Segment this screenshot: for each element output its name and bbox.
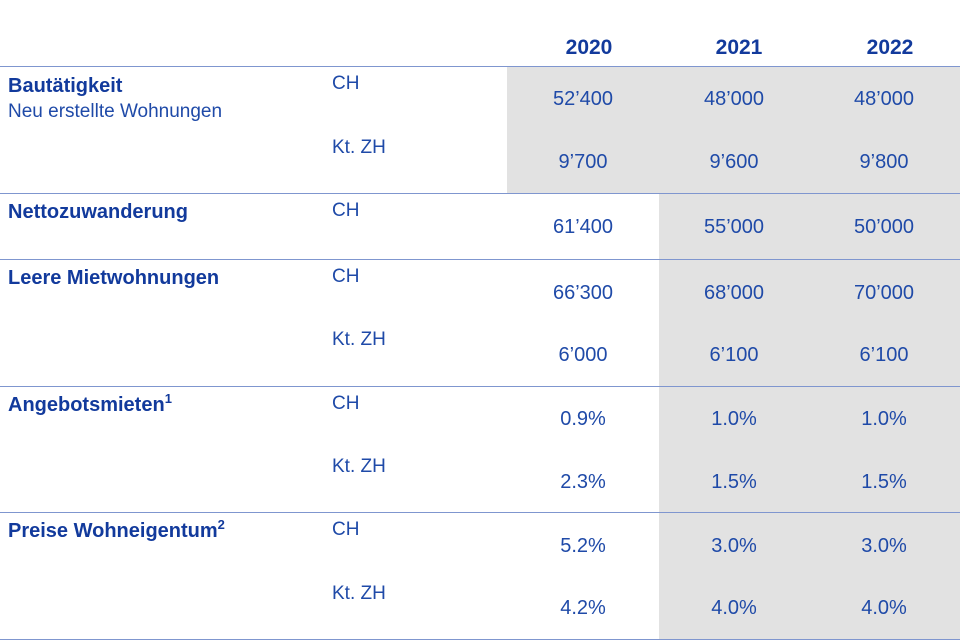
rule-1: [0, 193, 960, 194]
section-title-angebotsmieten: Angebotsmieten1: [8, 391, 172, 416]
value-cell: 61’400: [552, 216, 614, 238]
value-cell: 52’400: [552, 88, 614, 110]
value-cell: 4.2%: [560, 597, 606, 619]
value-cell: 1.0%: [711, 408, 757, 430]
value-cell: 70’000: [853, 282, 915, 304]
footnote-marker: 2: [217, 517, 225, 532]
footnote-marker: 1: [164, 391, 172, 406]
year-header-2022: 2022: [866, 36, 914, 59]
value-cell: 0.9%: [560, 408, 606, 430]
shade-bautaetigkeit: [507, 67, 960, 193]
year-header-2020: 2020: [565, 36, 613, 59]
value-cell: 1.5%: [861, 471, 907, 493]
region-label: Kt. ZH: [332, 137, 386, 158]
value-cell: 9’800: [859, 151, 909, 173]
value-cell: 4.0%: [861, 597, 907, 619]
rule-3: [0, 386, 960, 387]
value-cell: 2.3%: [560, 471, 606, 493]
value-cell: 6’100: [709, 344, 759, 366]
region-label: CH: [332, 73, 360, 94]
value-cell: 3.0%: [861, 535, 907, 557]
value-cell: 1.0%: [861, 408, 907, 430]
region-label: CH: [332, 393, 360, 414]
region-label: CH: [332, 266, 360, 287]
region-label: CH: [332, 200, 360, 221]
value-cell: 1.5%: [711, 471, 757, 493]
rule-header: [0, 66, 960, 67]
year-header-2021: 2021: [715, 36, 763, 59]
value-cell: 9’700: [558, 151, 608, 173]
value-cell: 66’300: [552, 282, 614, 304]
shade-forecast-columns: [659, 193, 960, 640]
rule-4: [0, 512, 960, 513]
section-title-leere-mietwohnungen: Leere Mietwohnungen: [8, 267, 220, 289]
section-title-preise-wohneigentum: Preise Wohneigentum2: [8, 517, 225, 542]
section-title-nettozuwanderung: Nettozuwanderung: [8, 201, 188, 223]
region-label: Kt. ZH: [332, 329, 386, 350]
value-cell: 50’000: [853, 216, 915, 238]
value-cell: 48’000: [703, 88, 765, 110]
region-label: Kt. ZH: [332, 456, 386, 477]
region-label: CH: [332, 519, 360, 540]
value-cell: 4.0%: [711, 597, 757, 619]
value-cell: 3.0%: [711, 535, 757, 557]
region-label: Kt. ZH: [332, 583, 386, 604]
value-cell: 6’000: [558, 344, 608, 366]
value-cell: 6’100: [859, 344, 909, 366]
rule-2: [0, 259, 960, 260]
section-title-bautaetigkeit: Bautätigkeit: [8, 75, 123, 97]
section-subtitle-bautaetigkeit: Neu erstellte Wohnungen: [8, 101, 223, 122]
value-cell: 9’600: [709, 151, 759, 173]
value-cell: 48’000: [853, 88, 915, 110]
value-cell: 55’000: [703, 216, 765, 238]
value-cell: 5.2%: [560, 535, 606, 557]
value-cell: 68’000: [703, 282, 765, 304]
